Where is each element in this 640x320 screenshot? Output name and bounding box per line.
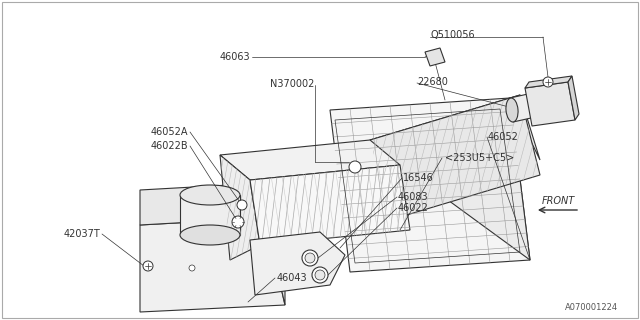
Polygon shape: [370, 95, 540, 260]
Circle shape: [315, 270, 325, 280]
Polygon shape: [250, 232, 345, 295]
Circle shape: [189, 265, 195, 271]
Ellipse shape: [180, 185, 240, 205]
Ellipse shape: [506, 98, 518, 122]
Text: 46043: 46043: [277, 273, 308, 283]
Polygon shape: [510, 88, 558, 122]
Text: A070001224: A070001224: [565, 303, 618, 312]
Text: <253U5+C5>: <253U5+C5>: [445, 153, 515, 163]
Circle shape: [543, 77, 553, 87]
Text: Q510056: Q510056: [430, 30, 475, 40]
Polygon shape: [525, 76, 572, 88]
Polygon shape: [425, 48, 445, 66]
Polygon shape: [140, 218, 285, 312]
Text: 46052A: 46052A: [150, 127, 188, 137]
Circle shape: [312, 267, 328, 283]
Text: 16546: 16546: [403, 173, 434, 183]
Polygon shape: [265, 183, 285, 305]
Ellipse shape: [180, 225, 240, 245]
Circle shape: [143, 261, 153, 271]
Polygon shape: [568, 76, 579, 120]
Circle shape: [349, 161, 361, 173]
Polygon shape: [140, 183, 265, 225]
Text: 46052: 46052: [488, 132, 519, 142]
Text: 46022B: 46022B: [150, 141, 188, 151]
Text: 42037T: 42037T: [63, 229, 100, 239]
Text: 46083: 46083: [398, 192, 429, 202]
Circle shape: [302, 250, 318, 266]
Polygon shape: [370, 95, 540, 220]
Text: 46022: 46022: [398, 203, 429, 213]
Circle shape: [305, 253, 315, 263]
Text: 22680: 22680: [417, 77, 448, 87]
Polygon shape: [525, 82, 575, 126]
Text: N370002: N370002: [269, 79, 314, 89]
Polygon shape: [330, 98, 530, 272]
Circle shape: [232, 216, 244, 228]
Polygon shape: [250, 165, 410, 245]
Polygon shape: [220, 155, 260, 260]
Circle shape: [237, 200, 247, 210]
Text: 46063: 46063: [220, 52, 250, 62]
Polygon shape: [220, 140, 400, 180]
Text: FRONT: FRONT: [542, 196, 575, 206]
Polygon shape: [180, 195, 240, 235]
